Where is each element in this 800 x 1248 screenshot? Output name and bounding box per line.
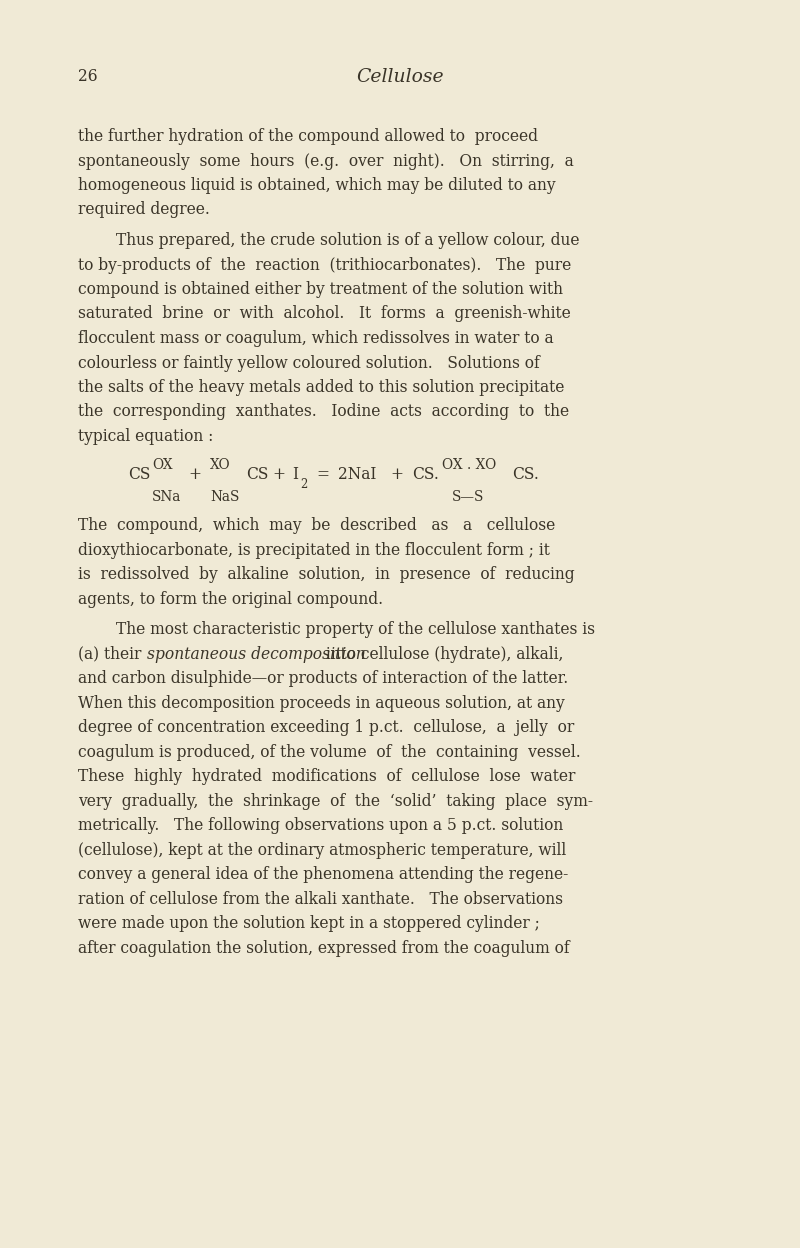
Text: =: = bbox=[316, 467, 329, 483]
Text: CS.: CS. bbox=[412, 467, 439, 483]
Text: after coagulation the solution, expressed from the coagulum of: after coagulation the solution, expresse… bbox=[78, 940, 570, 957]
Text: 2NaI: 2NaI bbox=[338, 467, 376, 483]
Text: is  redissolved  by  alkaline  solution,  in  presence  of  reducing: is redissolved by alkaline solution, in … bbox=[78, 567, 574, 583]
Text: degree of concentration exceeding 1 p.ct.  cellulose,  a  jelly  or: degree of concentration exceeding 1 p.ct… bbox=[78, 719, 574, 736]
Text: S—S: S—S bbox=[452, 489, 484, 504]
Text: into cellulose (hydrate), alkali,: into cellulose (hydrate), alkali, bbox=[321, 645, 563, 663]
Text: the salts of the heavy metals added to this solution precipitate: the salts of the heavy metals added to t… bbox=[78, 379, 564, 396]
Text: Thus prepared, the crude solution is of a yellow colour, due: Thus prepared, the crude solution is of … bbox=[116, 232, 579, 250]
Text: the  corresponding  xanthates.   Iodine  acts  according  to  the: the corresponding xanthates. Iodine acts… bbox=[78, 403, 569, 421]
Text: 2: 2 bbox=[300, 478, 307, 490]
Text: OX . XO: OX . XO bbox=[442, 458, 496, 472]
Text: were made upon the solution kept in a stoppered cylinder ;: were made upon the solution kept in a st… bbox=[78, 915, 540, 932]
Text: compound is obtained either by treatment of the solution with: compound is obtained either by treatment… bbox=[78, 281, 563, 298]
Text: typical equation :: typical equation : bbox=[78, 428, 214, 446]
Text: These  highly  hydrated  modifications  of  cellulose  lose  water: These highly hydrated modifications of c… bbox=[78, 769, 575, 785]
Text: +: + bbox=[188, 467, 201, 483]
Text: I: I bbox=[292, 467, 298, 483]
Text: agents, to form the original compound.: agents, to form the original compound. bbox=[78, 590, 383, 608]
Text: (cellulose), kept at the ordinary atmospheric temperature, will: (cellulose), kept at the ordinary atmosp… bbox=[78, 842, 566, 859]
Text: spontaneously  some  hours  (e.g.  over  night).   On  stirring,  a: spontaneously some hours (e.g. over nigh… bbox=[78, 152, 574, 170]
Text: saturated  brine  or  with  alcohol.   It  forms  a  greenish-white: saturated brine or with alcohol. It form… bbox=[78, 306, 570, 322]
Text: and carbon disulphide—or products of interaction of the latter.: and carbon disulphide—or products of int… bbox=[78, 670, 568, 688]
Text: Cellulose: Cellulose bbox=[356, 67, 444, 86]
Text: flocculent mass or coagulum, which redissolves in water to a: flocculent mass or coagulum, which redis… bbox=[78, 329, 554, 347]
Text: dioxythiocarbonate, is precipitated in the flocculent form ; it: dioxythiocarbonate, is precipitated in t… bbox=[78, 542, 550, 559]
Text: the further hydration of the compound allowed to  proceed: the further hydration of the compound al… bbox=[78, 129, 538, 145]
Text: very  gradually,  the  shrinkage  of  the  ‘solid’  taking  place  sym-: very gradually, the shrinkage of the ‘so… bbox=[78, 792, 593, 810]
Text: ration of cellulose from the alkali xanthate.   The observations: ration of cellulose from the alkali xant… bbox=[78, 891, 563, 907]
Text: OX: OX bbox=[152, 458, 173, 472]
Text: NaS: NaS bbox=[210, 489, 239, 504]
Text: metrically.   The following observations upon a 5 p.ct. solution: metrically. The following observations u… bbox=[78, 817, 563, 835]
Text: XO: XO bbox=[210, 458, 230, 472]
Text: +: + bbox=[390, 467, 403, 483]
Text: The most characteristic property of the cellulose xanthates is: The most characteristic property of the … bbox=[116, 622, 595, 638]
Text: to by-products of  the  reaction  (trithiocarbonates).   The  pure: to by-products of the reaction (trithioc… bbox=[78, 257, 571, 273]
Text: required degree.: required degree. bbox=[78, 201, 210, 218]
Text: spontaneous decomposition: spontaneous decomposition bbox=[147, 645, 366, 663]
Text: (a) their: (a) their bbox=[78, 645, 146, 663]
Text: coagulum is produced, of the volume  of  the  containing  vessel.: coagulum is produced, of the volume of t… bbox=[78, 744, 581, 761]
Text: 26: 26 bbox=[78, 67, 98, 85]
Text: CS: CS bbox=[128, 467, 150, 483]
Text: homogeneous liquid is obtained, which may be diluted to any: homogeneous liquid is obtained, which ma… bbox=[78, 177, 556, 193]
Text: SNa: SNa bbox=[152, 489, 182, 504]
Text: convey a general idea of the phenomena attending the regene-: convey a general idea of the phenomena a… bbox=[78, 866, 568, 884]
Text: +: + bbox=[272, 467, 285, 483]
Text: CS.: CS. bbox=[512, 467, 539, 483]
Text: CS: CS bbox=[246, 467, 268, 483]
Text: When this decomposition proceeds in aqueous solution, at any: When this decomposition proceeds in aque… bbox=[78, 695, 565, 711]
Text: The  compound,  which  may  be  described   as   a   cellulose: The compound, which may be described as … bbox=[78, 518, 555, 534]
Text: colourless or faintly yellow coloured solution.   Solutions of: colourless or faintly yellow coloured so… bbox=[78, 354, 540, 372]
